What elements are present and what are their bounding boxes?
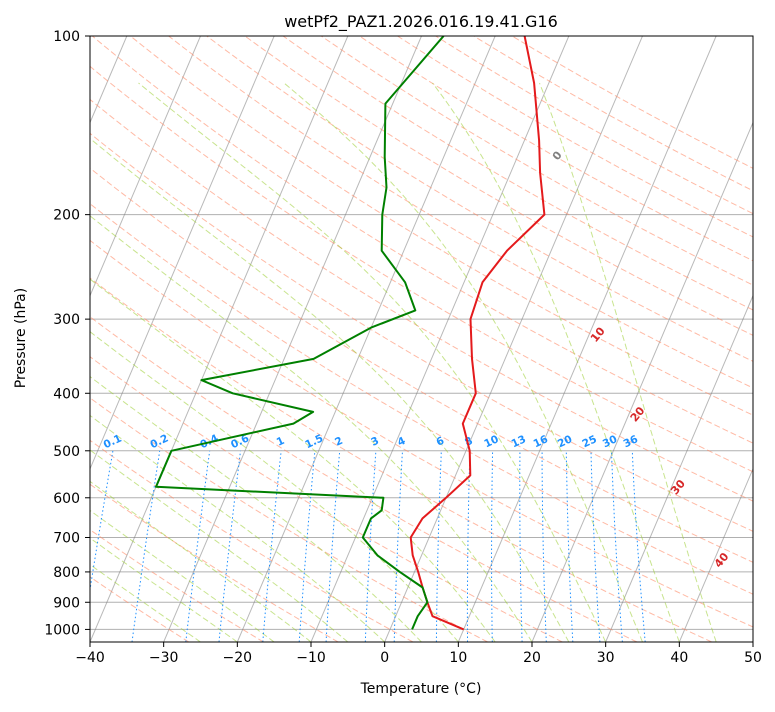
x-tick-label: −40	[75, 650, 105, 666]
x-tick-label: −10	[296, 650, 326, 666]
x-axis-label: Temperature (°C)	[360, 681, 482, 697]
x-tick-label: −30	[149, 650, 179, 666]
y-tick-label: 800	[53, 565, 80, 581]
y-tick-label: 1000	[44, 622, 80, 638]
x-tick-label: 0	[380, 650, 389, 666]
y-tick-label: 500	[53, 444, 80, 460]
y-tick-label: 900	[53, 595, 80, 611]
y-tick-label: 700	[53, 531, 80, 547]
y-tick-label: 400	[53, 386, 80, 402]
chart-title: wetPf2_PAZ1.2026.016.19.41.G16	[284, 12, 558, 32]
y-axis-label: Pressure (hPa)	[13, 288, 29, 388]
y-tick-label: 300	[53, 312, 80, 328]
x-tick-label: 50	[744, 650, 762, 666]
x-tick-label: 20	[523, 650, 541, 666]
x-tick-label: 10	[449, 650, 467, 666]
x-tick-label: −20	[223, 650, 253, 666]
y-tick-label: 100	[53, 29, 80, 45]
x-tick-label: 40	[670, 650, 688, 666]
x-tick-label: 30	[597, 650, 615, 666]
y-tick-label: 600	[53, 491, 80, 507]
y-tick-label: 200	[53, 208, 80, 224]
